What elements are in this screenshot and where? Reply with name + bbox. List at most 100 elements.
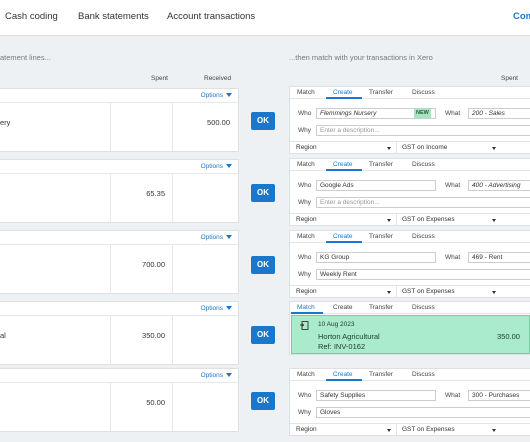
tab-account-transactions[interactable]: Account transactions (167, 11, 256, 22)
tab-more[interactable]: Com (513, 11, 530, 22)
transaction-tabs: Match Create Transfer Discuss (290, 159, 530, 171)
statement-spent: 700.00 (142, 260, 165, 269)
chevron-down-icon (387, 147, 391, 150)
tab-discuss[interactable]: Discuss (412, 371, 435, 378)
tax-rate-select[interactable]: GST on Income (402, 144, 448, 151)
tab-transfer[interactable]: Transfer (369, 89, 393, 96)
tab-discuss[interactable]: Discuss (412, 233, 435, 240)
transaction-tabs: Match Create Transfer Discuss (290, 369, 530, 381)
what-label: What (445, 110, 461, 117)
transaction-panel: Match Create Transfer Discuss Who Google… (289, 158, 530, 226)
panel-footer: Region GST on Expenses (290, 423, 530, 435)
what-field[interactable]: 400 - Advertising (468, 180, 530, 191)
who-label: Who (298, 182, 312, 189)
tab-bank-statements[interactable]: Bank statements (78, 11, 149, 22)
tab-transfer[interactable]: Transfer (369, 304, 393, 311)
who-field[interactable]: Flemmings Nursery (316, 108, 436, 119)
tax-rate-select[interactable]: GST on Expenses (402, 288, 455, 295)
tab-cash-coding[interactable]: Cash coding (5, 11, 58, 22)
tax-rate-select[interactable]: GST on Expenses (402, 216, 455, 223)
transaction-panel: Match Create Transfer Discuss Who KG Gro… (289, 230, 530, 298)
chevron-down-icon (492, 147, 496, 150)
region-select[interactable]: Region (296, 288, 317, 295)
transaction-tabs: Match Create Transfer Discuss (290, 231, 530, 243)
spent-column-header: Spent (151, 75, 168, 82)
why-label: Why (298, 127, 311, 134)
what-label: What (445, 392, 461, 399)
why-field[interactable]: Enter a description... (316, 125, 530, 136)
who-label: Who (298, 110, 312, 117)
tab-create[interactable]: Create (333, 304, 353, 311)
chevron-down-icon (226, 164, 232, 169)
statement-line: Options 700.00 (0, 230, 239, 294)
tab-match[interactable]: Match (297, 371, 315, 378)
panel-footer: Region GST on Expenses (290, 213, 530, 225)
what-label: What (445, 182, 461, 189)
options-dropdown[interactable]: Options (201, 92, 232, 99)
tab-transfer[interactable]: Transfer (369, 161, 393, 168)
right-section-header: ...then match with your transactions in … (289, 53, 433, 62)
options-dropdown[interactable]: Options (201, 234, 232, 241)
tab-transfer[interactable]: Transfer (369, 371, 393, 378)
tab-create[interactable]: Create (333, 161, 353, 168)
tab-create[interactable]: Create (333, 371, 353, 378)
transaction-panel: Match Create Transfer Discuss Who Safety… (289, 368, 530, 436)
chevron-down-icon (387, 291, 391, 294)
ok-button[interactable]: OK (251, 392, 275, 410)
matched-reference: Ref: INV-0162 (318, 342, 366, 351)
ok-button[interactable]: OK (251, 256, 275, 274)
what-label: What (445, 254, 461, 261)
tab-match[interactable]: Match (297, 161, 315, 168)
tab-discuss[interactable]: Discuss (412, 161, 435, 168)
why-field[interactable]: Gloves (316, 407, 530, 418)
transaction-tabs: Match Create Transfer Discuss (290, 87, 530, 99)
why-field[interactable]: Weekly Rent (316, 269, 530, 280)
tab-match[interactable]: Match (297, 89, 315, 96)
left-column-header: Spent Received (0, 71, 239, 82)
what-field[interactable]: 200 - Sales (468, 108, 530, 119)
options-dropdown[interactable]: Options (201, 305, 232, 312)
tab-match[interactable]: Match (297, 304, 315, 311)
tax-rate-select[interactable]: GST on Expenses (402, 426, 455, 433)
chevron-down-icon (492, 429, 496, 432)
chevron-down-icon (387, 429, 391, 432)
tab-match[interactable]: Match (297, 233, 315, 240)
region-select[interactable]: Region (296, 426, 317, 433)
region-select[interactable]: Region (296, 216, 317, 223)
transaction-panel: Match Create Transfer Discuss Who Flemmi… (289, 86, 530, 154)
options-dropdown[interactable]: Options (201, 372, 232, 379)
who-field[interactable]: Google Ads (316, 180, 436, 191)
panel-footer: Region GST on Expenses (290, 285, 530, 297)
who-field[interactable]: Safety Supplies (316, 390, 436, 401)
statement-spent: 65.35 (146, 189, 165, 198)
options-dropdown[interactable]: Options (201, 163, 232, 170)
right-spent-column-header: Spent (501, 75, 518, 82)
chevron-down-icon (492, 219, 496, 222)
ok-button[interactable]: OK (251, 184, 275, 202)
region-select[interactable]: Region (296, 144, 317, 151)
statement-line: Options 65.35 (0, 159, 239, 223)
who-field[interactable]: KG Group (316, 252, 436, 263)
matched-date: 10 Aug 2023 (318, 321, 355, 328)
matched-transaction[interactable]: 10 Aug 2023 Horton Agricultural Ref: INV… (291, 315, 530, 354)
tab-discuss[interactable]: Discuss (412, 89, 435, 96)
transaction-tabs: Match Create Transfer Discuss (290, 302, 530, 314)
ok-button[interactable]: OK (251, 112, 275, 130)
new-contact-badge: NEW (414, 109, 431, 118)
transaction-panel: Match Create Transfer Discuss 10 Aug 202… (289, 301, 530, 355)
what-field[interactable]: 469 - Rent (468, 252, 530, 263)
why-label: Why (298, 271, 311, 278)
tab-create[interactable]: Create (333, 233, 353, 240)
chevron-down-icon (226, 235, 232, 240)
ok-button[interactable]: OK (251, 326, 275, 344)
what-field[interactable]: 300 - Purchases (468, 390, 530, 401)
statement-line: Options al 350.00 (0, 301, 239, 365)
why-label: Why (298, 199, 311, 206)
tab-create[interactable]: Create (333, 89, 353, 96)
statement-description: ery (0, 118, 11, 127)
tab-transfer[interactable]: Transfer (369, 233, 393, 240)
statement-received: 500.00 (207, 118, 230, 127)
why-field[interactable]: Enter a description... (316, 197, 530, 208)
tab-discuss[interactable]: Discuss (412, 304, 435, 311)
panel-footer: Region GST on Income (290, 141, 530, 153)
